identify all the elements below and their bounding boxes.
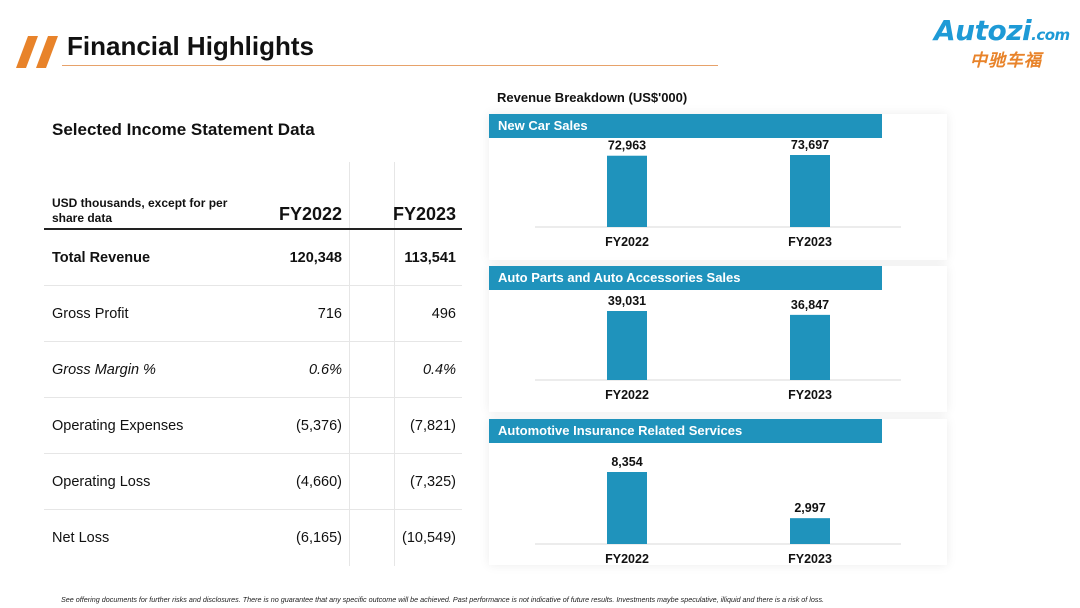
cell-fy2022: (6,165) — [296, 530, 342, 546]
table-header-label: USD thousands, except for per share data — [52, 196, 228, 225]
bar-fy2022 — [607, 155, 647, 227]
bar-fy2023 — [790, 155, 830, 227]
x-tick-label: FY2023 — [788, 235, 832, 249]
autozi-logo: Autozi.com 中驰车福 — [934, 14, 1070, 71]
table-row: Gross Profit 716 496 — [44, 286, 462, 342]
chart-title: New Car Sales — [498, 118, 588, 133]
row-label: Operating Loss — [52, 474, 151, 490]
bar-fy2022 — [607, 472, 647, 544]
chart-panel-auto-parts: Auto Parts and Auto Accessories Sales 39… — [489, 266, 947, 412]
logo-suffix: .com — [1031, 26, 1070, 44]
disclaimer-footer: See offering documents for further risks… — [61, 595, 825, 604]
slash-accent-icon — [16, 36, 58, 68]
cell-fy2023: 496 — [431, 306, 456, 322]
table-row: Total Revenue 120,348 113,541 — [44, 230, 462, 286]
data-label: 8,354 — [611, 455, 642, 469]
table-row: Gross Margin % 0.6% 0.4% — [44, 342, 462, 398]
table-row: Operating Loss (4,660) (7,325) — [44, 454, 462, 510]
column-divider — [394, 162, 395, 566]
cell-fy2023: 0.4% — [422, 362, 456, 378]
x-tick-label: FY2023 — [788, 388, 832, 402]
row-label: Gross Margin % — [52, 362, 156, 378]
chart-title: Auto Parts and Auto Accessories Sales — [498, 270, 741, 285]
cell-fy2022: 0.6% — [308, 362, 342, 378]
chart-header-bar: Auto Parts and Auto Accessories Sales — [489, 266, 882, 290]
section-title: Selected Income Statement Data — [52, 120, 315, 139]
cell-fy2022: 120,348 — [289, 250, 342, 266]
income-statement-table: USD thousands, except for per share data… — [44, 162, 464, 566]
cell-fy2023: 113,541 — [404, 250, 456, 266]
data-label: 39,031 — [608, 294, 646, 308]
new-car-sales-chart: 72,963 FY2022 73,697 FY2023 — [535, 138, 901, 249]
insurance-services-chart: 8,354 FY2022 2,997 FY2023 — [535, 455, 901, 565]
data-label: 36,847 — [791, 298, 829, 312]
data-label: 2,997 — [794, 501, 825, 515]
auto-parts-chart: 39,031 FY2022 36,847 FY2023 — [535, 294, 901, 402]
chart-header-bar: Automotive Insurance Related Services — [489, 419, 882, 443]
cell-fy2023: (7,821) — [410, 418, 456, 434]
x-tick-label: FY2022 — [605, 388, 649, 402]
column-divider — [349, 162, 350, 566]
column-header-fy2022: FY2022 — [278, 204, 342, 224]
chart-panel-new-car-sales: New Car Sales 72,963 FY2022 73,697 FY2023 — [489, 114, 947, 260]
logo-chinese: 中驰车福 — [970, 51, 1042, 71]
x-tick-label: FY2022 — [605, 552, 649, 565]
title-divider — [62, 65, 718, 66]
cell-fy2023: (10,549) — [401, 530, 456, 546]
row-label: Total Revenue — [52, 250, 151, 266]
cell-fy2023: (7,325) — [410, 474, 456, 490]
bar-fy2023 — [790, 518, 830, 544]
row-label: Operating Expenses — [52, 418, 184, 434]
header-rule — [44, 228, 462, 230]
data-label: 73,697 — [791, 138, 829, 152]
revenue-breakdown-title: Revenue Breakdown (US$'000) — [497, 90, 688, 105]
chart-header-bar: New Car Sales — [489, 114, 882, 138]
bar-fy2023 — [790, 314, 830, 380]
table-row: Net Loss (6,165) (10,549) — [44, 510, 462, 566]
data-label: 72,963 — [608, 139, 646, 153]
row-label: Net Loss — [52, 530, 110, 546]
chart-panel-insurance: Automotive Insurance Related Services 8,… — [489, 419, 947, 565]
cell-fy2022: 716 — [317, 306, 342, 322]
row-label: Gross Profit — [52, 306, 129, 322]
x-tick-label: FY2023 — [788, 552, 832, 565]
cell-fy2022: (5,376) — [296, 418, 342, 434]
column-header-fy2023: FY2023 — [392, 204, 456, 224]
logo-text: Autozi — [934, 14, 1032, 47]
chart-title: Automotive Insurance Related Services — [498, 423, 743, 438]
table-row: Operating Expenses (5,376) (7,821) — [44, 398, 462, 454]
cell-fy2022: (4,660) — [296, 474, 342, 490]
page-title: Financial Highlights — [67, 31, 315, 61]
x-tick-label: FY2022 — [605, 235, 649, 249]
bar-fy2022 — [607, 311, 647, 380]
